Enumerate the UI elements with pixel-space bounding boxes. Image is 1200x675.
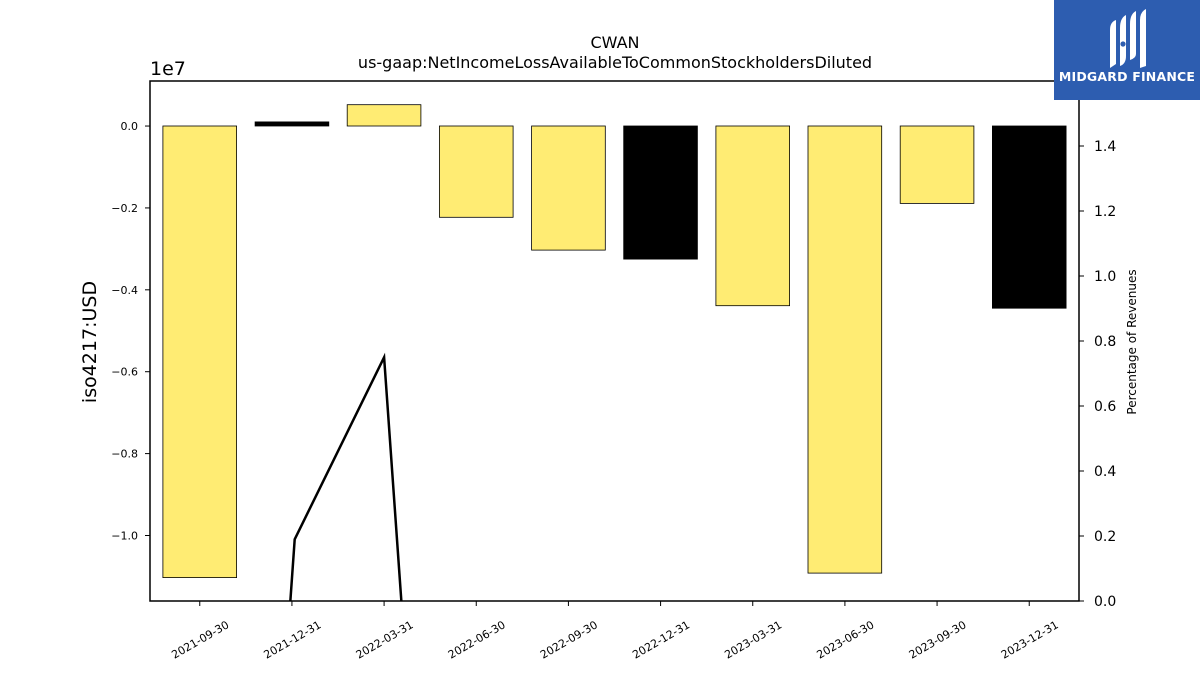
midgard-finance-logo: MIDGARD FINANCE (1054, 0, 1200, 100)
y2-tick-label: 1.4 (1094, 139, 1116, 155)
y2-tick-label: 1.2 (1094, 204, 1116, 220)
chart-subtitle: us-gaap:NetIncomeLossAvailableToCommonSt… (358, 53, 872, 72)
bar-2022-12-31 (623, 125, 698, 260)
y-tick-label: −0.8 (111, 448, 138, 461)
x-tick-label: 2023-12-31 (999, 618, 1061, 661)
x-tick-label: 2022-12-31 (630, 618, 692, 661)
y2-tick-label: 0.4 (1094, 464, 1116, 480)
y-tick-label: −0.6 (111, 366, 138, 379)
y2-tick-label: 0.2 (1094, 529, 1116, 545)
x-tick-label: 2022-09-30 (538, 618, 600, 661)
x-tick-label: 2022-06-30 (446, 618, 508, 661)
bar-2023-12-31 (992, 125, 1067, 309)
y2-tick-label: 1.0 (1094, 269, 1116, 285)
x-tick-label: 2021-12-31 (262, 618, 324, 661)
x-tick-label: 2022-03-31 (354, 618, 416, 661)
logo-mark-icon (1110, 9, 1146, 68)
y-tick-label: 0.0 (121, 120, 139, 133)
logo-text: MIDGARD FINANCE (1058, 69, 1196, 84)
y-tick-label: −0.4 (111, 284, 138, 297)
x-tick-label: 2023-09-30 (907, 618, 969, 661)
y2-tick-label: 0.6 (1094, 399, 1116, 415)
y2-axis-label: Percentage of Revenues (1125, 269, 1139, 414)
x-tick-label: 2023-03-31 (722, 618, 784, 661)
y-tick-label: −1.0 (111, 529, 138, 542)
percentage-line (289, 352, 403, 601)
bar-2022-09-30 (531, 125, 606, 251)
x-tick-label: 2023-06-30 (815, 618, 877, 661)
y-offset-label: 1e7 (150, 58, 186, 80)
bar-2021-12-31 (254, 121, 330, 127)
bar-2023-06-30 (807, 125, 883, 574)
y-axis-label: iso4217:USD (79, 281, 101, 403)
bar-2023-09-30 (899, 125, 975, 204)
chart-title: CWAN (590, 33, 639, 52)
bar-2021-09-30 (162, 125, 237, 579)
bar-2023-03-31 (715, 125, 791, 307)
x-tick-label: 2021-09-30 (169, 618, 231, 661)
y2-tick-label: 0.8 (1094, 334, 1116, 350)
bar-2022-06-30 (438, 125, 514, 218)
bar-2022-03-31 (346, 104, 422, 127)
y-tick-label: −0.2 (111, 202, 138, 215)
y2-tick-label: 0.0 (1094, 594, 1116, 610)
